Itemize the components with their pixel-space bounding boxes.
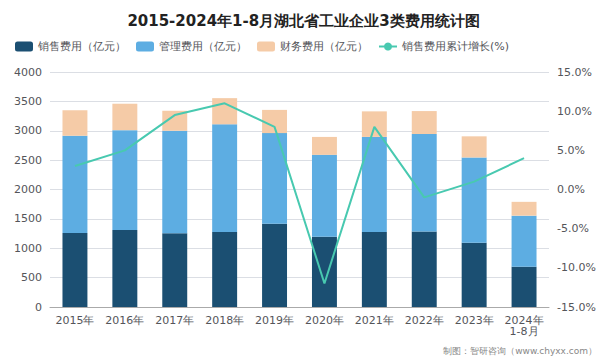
svg-text:0: 0 <box>35 301 42 314</box>
svg-text:0.0%: 0.0% <box>557 183 585 196</box>
svg-text:2024年: 2024年 <box>504 314 544 327</box>
svg-text:-15.0%: -15.0% <box>557 301 596 314</box>
svg-text:2023年: 2023年 <box>455 314 494 327</box>
svg-text:3000: 3000 <box>14 124 42 137</box>
svg-text:1000: 1000 <box>14 242 42 255</box>
svg-text:销售费用累计增长(%): 销售费用累计增长(%) <box>401 40 509 53</box>
svg-text:2022年: 2022年 <box>405 314 444 327</box>
svg-text:1-8月: 1-8月 <box>510 325 539 338</box>
svg-text:15.0%: 15.0% <box>557 66 592 79</box>
svg-text:4000: 4000 <box>14 66 42 79</box>
svg-text:-10.0%: -10.0% <box>557 261 596 274</box>
svg-text:2015年: 2015年 <box>55 314 94 327</box>
svg-text:2018年: 2018年 <box>205 314 244 327</box>
svg-text:2016年: 2016年 <box>105 314 144 327</box>
svg-text:5.0%: 5.0% <box>557 144 585 157</box>
svg-text:财务费用（亿元）: 财务费用（亿元） <box>280 40 368 53</box>
svg-text:10.0%: 10.0% <box>557 105 592 118</box>
svg-text:2020年: 2020年 <box>305 314 344 327</box>
svg-text:1500: 1500 <box>14 212 42 225</box>
svg-text:制图：智研咨询（www.chyxx.com）: 制图：智研咨询（www.chyxx.com） <box>443 346 597 356</box>
svg-text:3500: 3500 <box>14 95 42 108</box>
svg-text:2500: 2500 <box>14 154 42 167</box>
svg-text:2000: 2000 <box>14 183 42 196</box>
svg-text:2017年: 2017年 <box>155 314 194 327</box>
svg-text:2019年: 2019年 <box>255 314 294 327</box>
svg-text:-5.0%: -5.0% <box>557 222 589 235</box>
svg-text:2021年: 2021年 <box>355 314 394 327</box>
svg-text:销售费用（亿元）: 销售费用（亿元） <box>37 40 126 53</box>
svg-text:管理费用（亿元）: 管理费用（亿元） <box>159 40 247 53</box>
svg-text:500: 500 <box>21 271 42 284</box>
svg-text:2015-2024年1-8月湖北省工业企业3类费用统计图: 2015-2024年1-8月湖北省工业企业3类费用统计图 <box>127 12 479 30</box>
